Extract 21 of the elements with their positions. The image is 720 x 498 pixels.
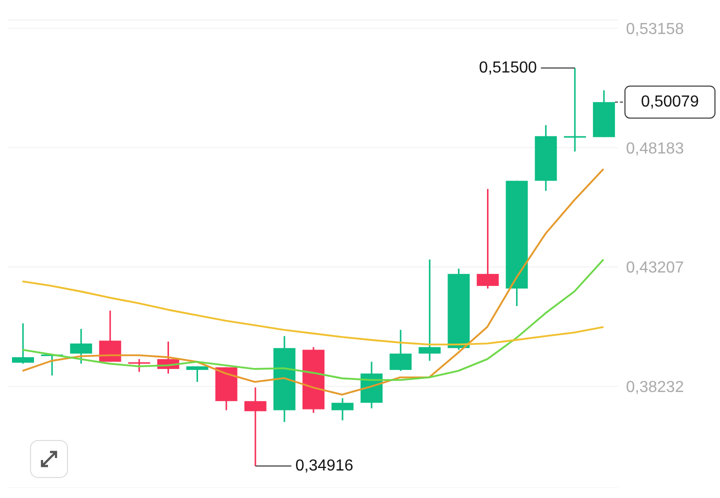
- candlestick: [12, 322, 34, 364]
- text: 0,50079: [641, 94, 699, 111]
- candlestick: [418, 258, 441, 362]
- line-series: [22, 280, 604, 346]
- candlestick: [332, 397, 354, 422]
- candlestick: [244, 386, 266, 467]
- candlestick: [99, 310, 122, 363]
- line-series: [22, 168, 604, 396]
- y-tick-label: 0,53158: [626, 20, 684, 38]
- annotation: 0,51500: [479, 60, 537, 76]
- line-series: [22, 258, 604, 381]
- candlestick: [70, 328, 92, 364]
- y-tick-label: 0,48183: [626, 140, 684, 158]
- candlestick: [476, 188, 499, 290]
- annotation: 0,34916: [295, 458, 354, 475]
- y-tick-label: 0,43207: [626, 260, 684, 277]
- candlestick: [390, 329, 412, 372]
- candlestick: [564, 67, 586, 152]
- candlestick: [128, 358, 150, 373]
- y-tick-label: 0,38232: [626, 379, 684, 396]
- candlestick: [186, 366, 208, 383]
